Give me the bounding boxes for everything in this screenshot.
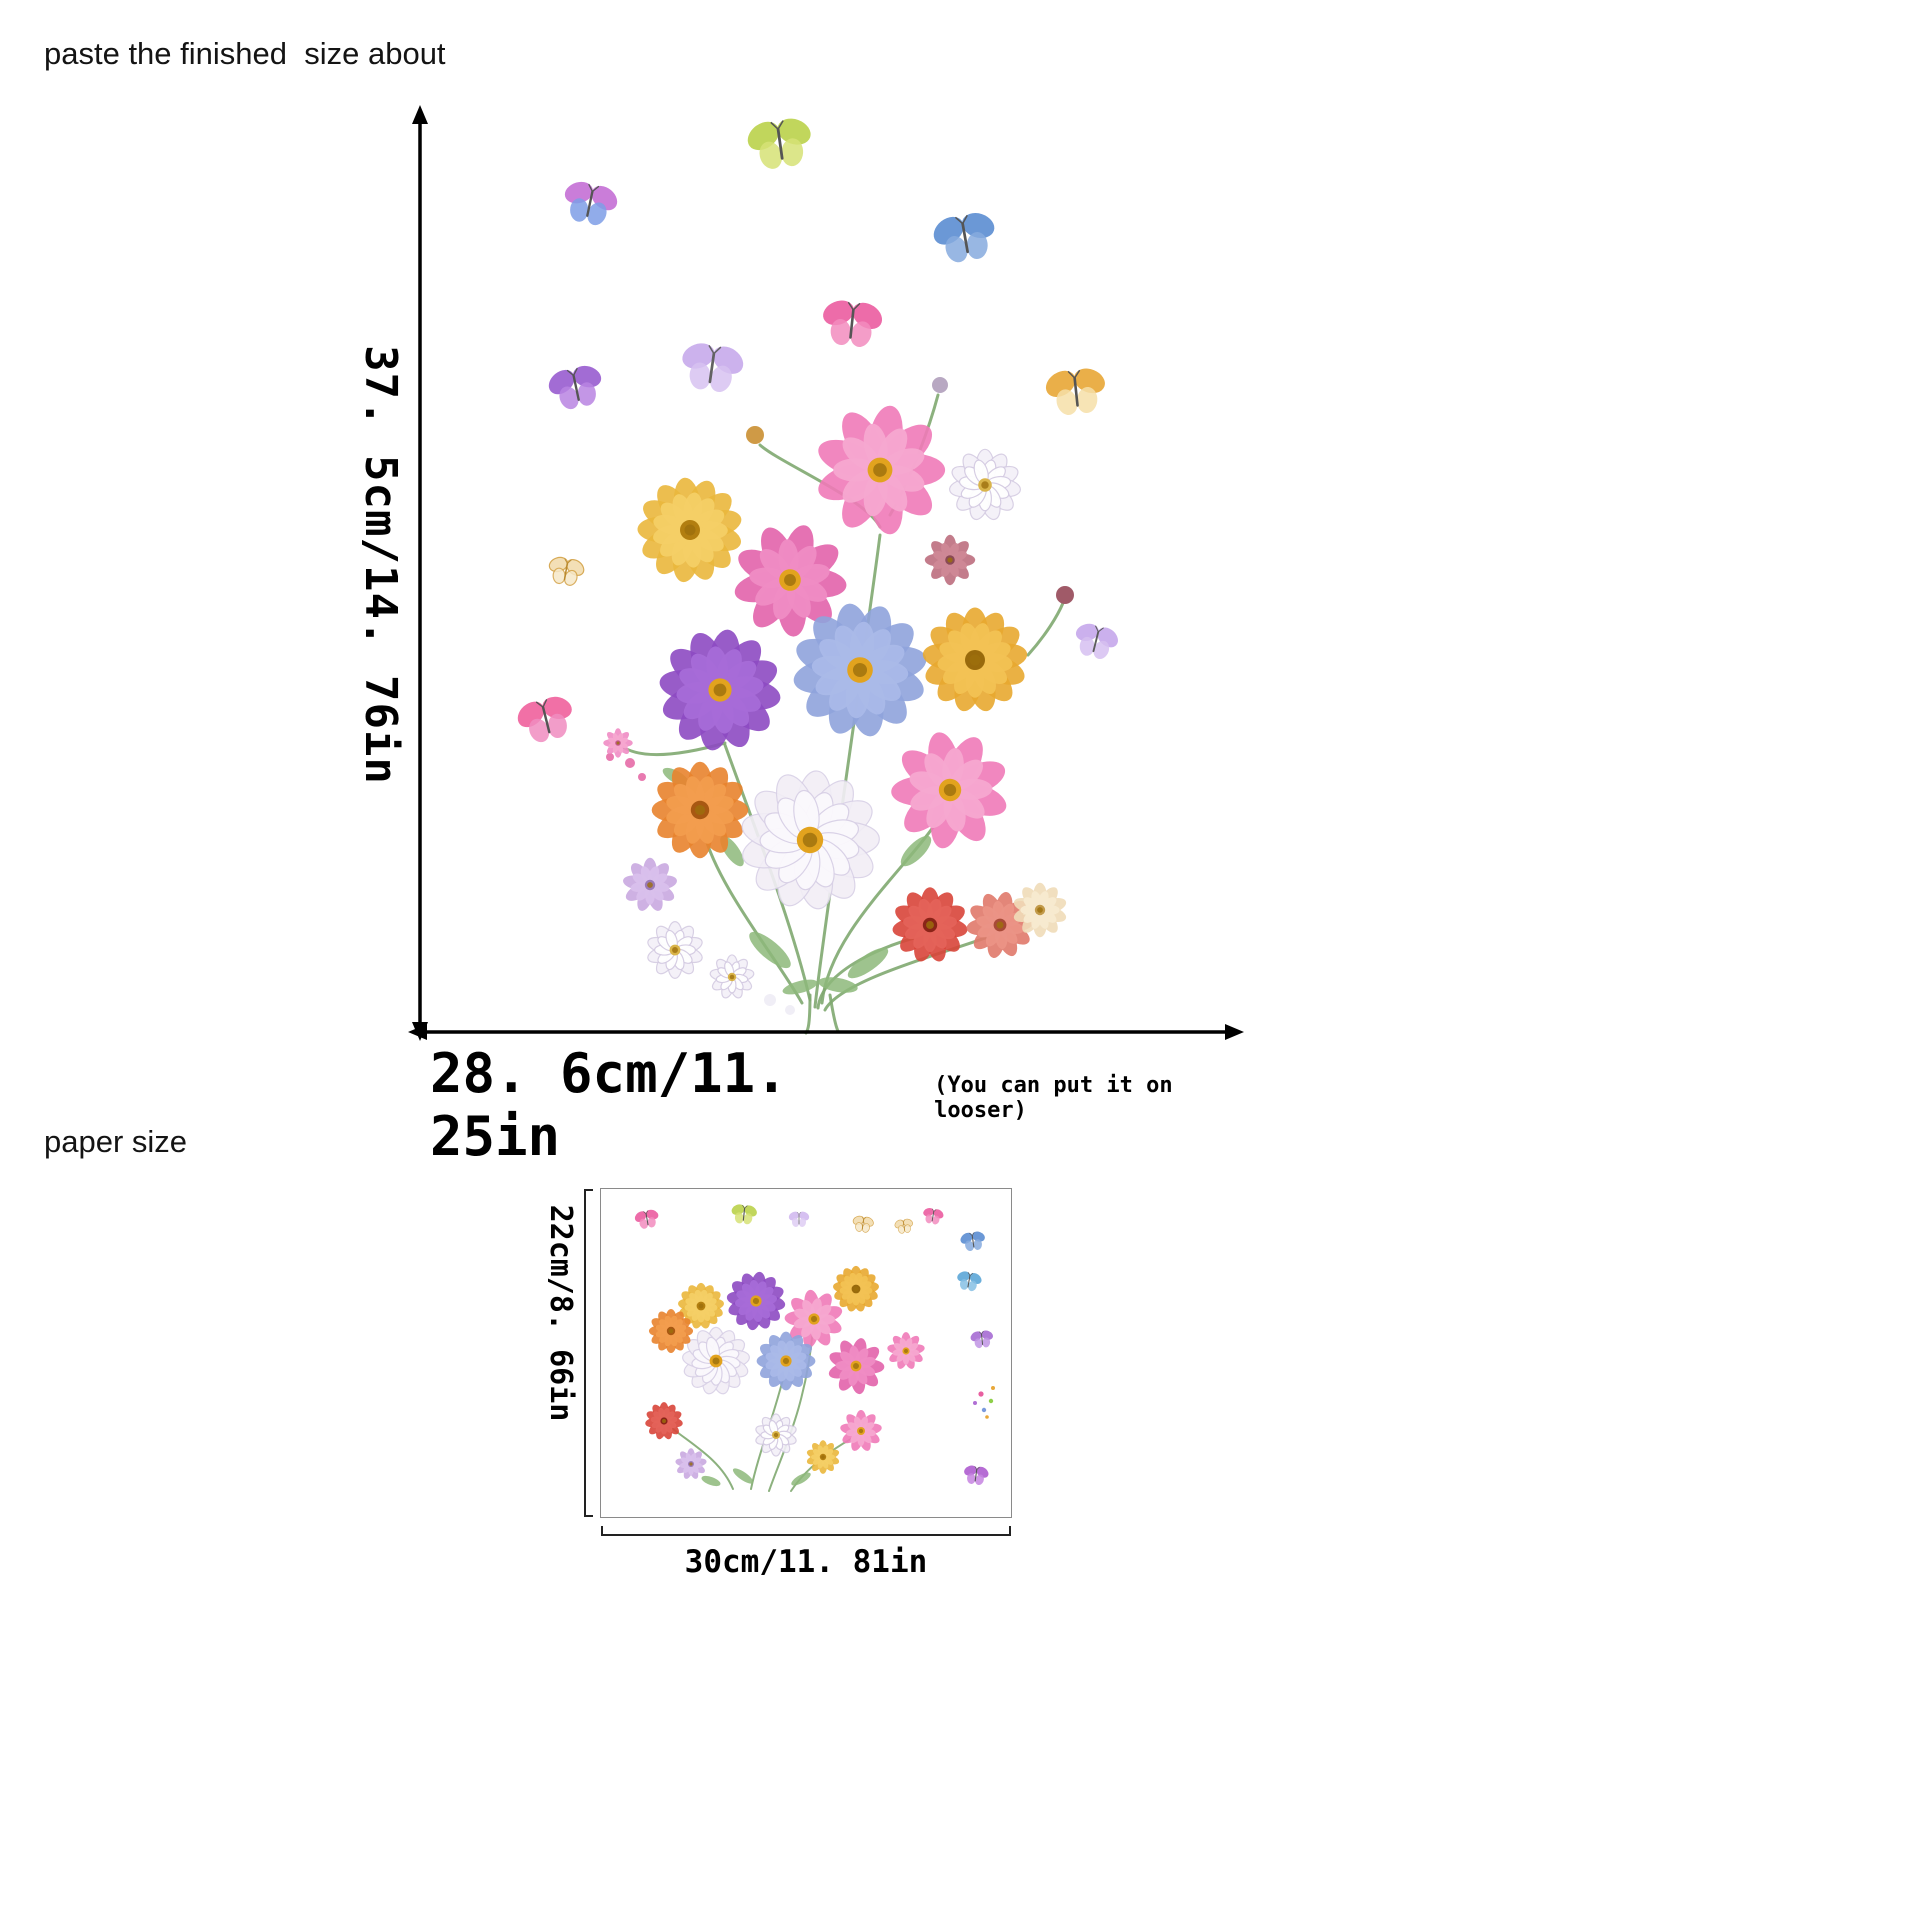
flower	[648, 1308, 694, 1354]
horizontal-dimension-arrow	[408, 1024, 1244, 1040]
flower	[755, 1413, 797, 1457]
sticker-sheet	[600, 1188, 1012, 1518]
finished-size-caption: paste the finished size about	[44, 36, 446, 71]
butterfly	[548, 556, 585, 586]
paper-size-caption: paper size	[44, 1124, 188, 1159]
paper-height-dimension-line	[584, 1189, 593, 1517]
butterfly	[894, 1218, 914, 1234]
flower	[741, 770, 880, 910]
flower	[659, 629, 781, 751]
sticker-sheet-preview-illustration	[634, 1204, 995, 1492]
butterfly	[517, 696, 572, 743]
flower	[793, 603, 927, 737]
flower	[828, 1338, 885, 1395]
flower-bouquet-illustration	[517, 118, 1118, 1035]
butterfly	[933, 213, 995, 263]
flower	[924, 534, 976, 586]
butterfly	[957, 1271, 982, 1292]
flower	[647, 921, 703, 979]
paper-width-dimension-line	[601, 1526, 1011, 1536]
finished-width-row: 28. 6cm/11. 25in (You can put it on loos…	[430, 1042, 1260, 1168]
flower	[833, 1265, 879, 1312]
flower	[709, 954, 755, 999]
flower	[603, 728, 633, 758]
finished-height-label: 37. 5cm/14. 76in	[355, 345, 406, 785]
flower	[675, 1448, 707, 1479]
butterfly	[747, 118, 811, 169]
butterfly	[634, 1209, 659, 1229]
flower	[623, 857, 677, 911]
flower	[645, 1402, 683, 1440]
flower	[682, 1326, 750, 1395]
butterfly	[970, 1330, 993, 1349]
finished-width-label: 28. 6cm/11. 25in	[430, 1042, 788, 1168]
butterfly	[788, 1211, 810, 1227]
butterfly	[923, 1208, 944, 1225]
butterfly	[1045, 368, 1105, 415]
flower	[726, 1271, 786, 1331]
butterfly	[731, 1204, 757, 1225]
flower	[651, 761, 749, 859]
butterfly	[548, 365, 602, 410]
flower	[949, 448, 1021, 521]
finished-width-note: (You can put it on looser)	[934, 1073, 1173, 1123]
butterfly	[1075, 623, 1118, 659]
flower	[892, 887, 968, 962]
flower	[840, 1410, 882, 1451]
flower	[1013, 882, 1067, 938]
butterfly	[564, 181, 618, 226]
butterfly	[823, 300, 883, 347]
flower	[818, 405, 946, 535]
butterfly	[852, 1215, 874, 1233]
flower	[756, 1331, 816, 1391]
arrowhead-up	[412, 105, 428, 124]
flower	[891, 732, 1007, 849]
paper-height-label: 22cm/8. 66in	[543, 1204, 578, 1422]
flower	[784, 1289, 843, 1348]
paper-width-label: 30cm/11. 81in	[684, 1544, 928, 1580]
flower	[922, 607, 1028, 712]
butterfly	[964, 1465, 989, 1486]
flower	[806, 1440, 840, 1474]
flower	[637, 477, 742, 583]
arrowhead-left	[408, 1024, 427, 1040]
butterfly	[682, 343, 744, 393]
butterfly	[960, 1231, 985, 1252]
flower	[887, 1332, 925, 1369]
arrowhead-right	[1225, 1024, 1244, 1040]
flower	[734, 525, 847, 637]
